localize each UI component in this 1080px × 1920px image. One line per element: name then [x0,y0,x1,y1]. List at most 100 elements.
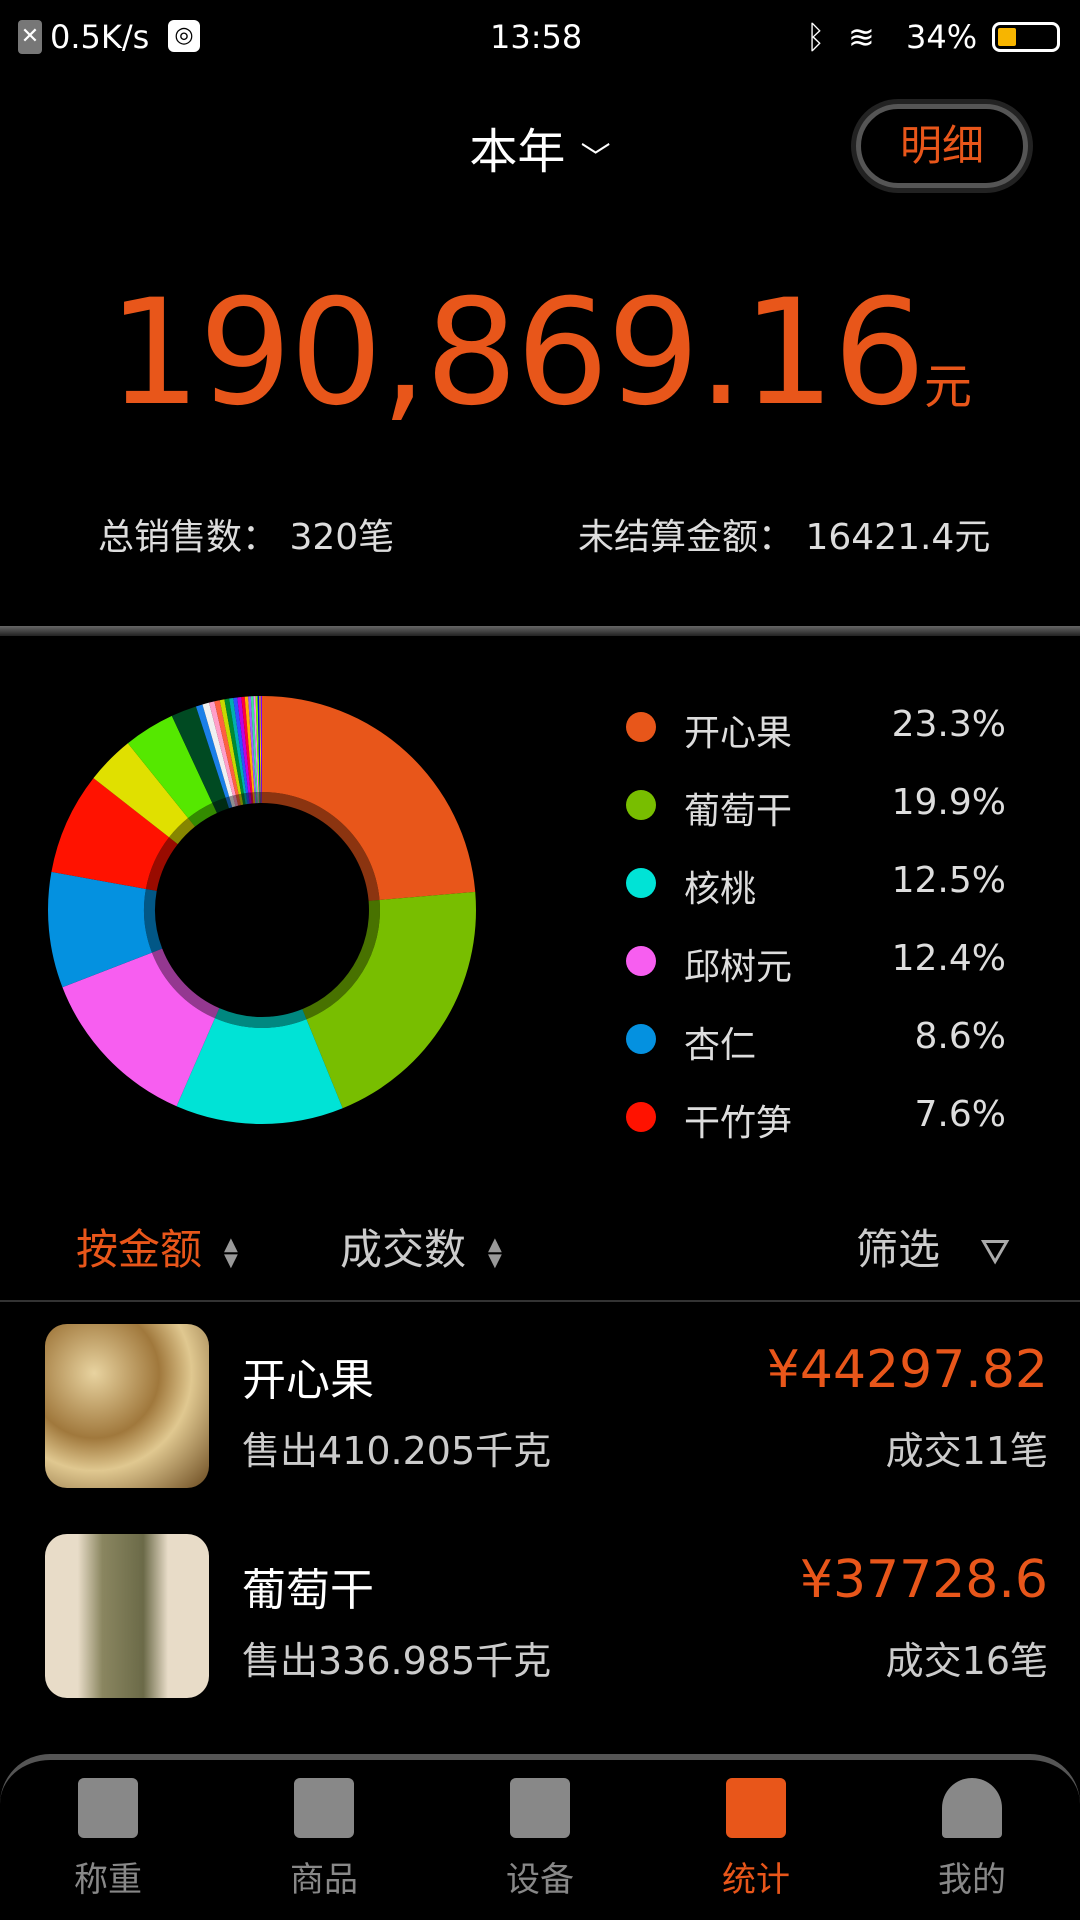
detail-button[interactable]: 明细 [856,104,1028,188]
pie-slice[interactable] [262,696,476,901]
pie-slice[interactable] [62,952,215,1107]
legend-name: 葡萄干 [684,791,793,832]
pie-slice[interactable] [47,871,152,988]
tab-devices[interactable]: 设备 [432,1778,648,1901]
sort-arrows-icon: ▲ ▼ [224,1233,238,1271]
unsettled-amount: 未结算金额： 16421.4元 [578,517,991,558]
item-price: ¥44297.82 [766,1340,1048,1400]
pie-slice-inner-ring [246,792,250,804]
item-name: 葡萄干 [242,1565,374,1616]
pie-slice[interactable] [229,697,247,794]
battery-icon [992,22,1060,52]
pie-slice-inner-ring [151,948,220,1019]
pie-slice[interactable] [237,697,251,793]
period-selector[interactable]: 本年 ﹀ [0,112,1080,182]
pie-slice[interactable] [257,696,261,793]
pie-slice-inner-ring [250,792,254,804]
legend-item: 邱树元 12.4% [626,930,1006,990]
legend-dot [626,712,656,742]
legend-item: 开心果 23.3% [626,696,1006,756]
tab-weigh[interactable]: 称重 [0,1778,216,1901]
sort-by-count[interactable]: 成交数 ▲ ▼ [340,1225,502,1274]
legend-dot [626,1024,656,1054]
pie-slice-inner-ring [243,793,248,805]
legend-name: 邱树元 [684,947,793,988]
bar-chart-icon [726,1778,786,1838]
pie-slice-inner-ring [302,900,380,1020]
shopping-bag-icon [294,1778,354,1838]
list-divider [0,1300,1080,1302]
item-sold: 售出410.205千克 [242,1429,552,1473]
legend-percent: 12.4% [891,938,1006,979]
pie-slice-inner-ring [261,792,262,804]
pie-slice[interactable] [253,696,259,793]
pie-slice[interactable] [255,696,260,793]
pie-slice-inner-ring [144,888,163,953]
pie-slice-inner-ring [212,797,229,813]
item-price: ¥37728.6 [799,1550,1048,1610]
bluetooth-icon: ᛒ [806,18,826,56]
legend-item: 杏仁 8.6% [626,1008,1006,1068]
tab-statistics[interactable]: 统计 [648,1778,864,1901]
pie-slice-inner-ring [255,792,258,804]
pie-slice[interactable] [248,696,256,793]
app-notification-icon: ◎ [168,20,200,52]
pie-slice-inner-ring [252,792,256,804]
pie-slice[interactable] [241,696,253,793]
pie-slice[interactable] [260,696,262,793]
legend-name: 干竹笋 [684,1103,793,1144]
status-bar: ✕ 0.5K/s ◎ 13:58 ᛒ ≋ 34% [0,0,1080,76]
legend-percent: 7.6% [914,1094,1006,1135]
pie-slice-inner-ring [254,792,257,804]
pie-slice[interactable] [93,743,189,838]
pie-slice[interactable] [259,696,262,793]
charger-icon [510,1778,570,1838]
filter-button[interactable]: 筛选 ⛛ [856,1225,1011,1274]
pie-slice[interactable] [224,698,244,794]
legend-dot [626,946,656,976]
list-item[interactable]: 葡萄干 售出336.985千克 ¥37728.6 成交16笔 [0,1534,1080,1704]
period-label: 本年 [469,124,566,180]
pie-slice[interactable] [209,701,236,796]
pie-slice-inner-ring [169,818,195,845]
pie-slice[interactable] [195,704,230,798]
legend-percent: 8.6% [914,1016,1006,1057]
pie-slice-inner-ring [232,794,239,807]
pie-slice[interactable] [219,699,242,795]
legend-dot [626,790,656,820]
legend-percent: 23.3% [891,704,1006,745]
pie-slice-inner-ring [259,792,261,804]
pie-slice-inner-ring [262,792,380,901]
close-notification-icon: ✕ [18,20,42,54]
legend-item: 干竹笋 7.6% [626,1086,1006,1146]
bottom-tab-bar: 称重 商品 设备 统计 我的 [0,1754,1080,1920]
sort-by-amount[interactable]: 按金额 ▲ ▼ [76,1225,238,1274]
pie-slice-inner-ring [260,792,262,804]
list-item[interactable]: 开心果 售出410.205千克 ¥44297.82 成交11笔 [0,1324,1080,1494]
tab-profile[interactable]: 我的 [864,1778,1080,1901]
filter-icon: ⛛ [980,1232,1011,1273]
legend-item: 核桃 12.5% [626,852,1006,912]
item-sold: 售出336.985千克 [242,1639,552,1683]
legend-name: 杏仁 [684,1025,757,1066]
pie-slice[interactable] [51,778,170,889]
pie-slice-inner-ring [214,1008,307,1028]
pie-slice[interactable] [214,700,239,795]
pie-slice[interactable] [233,697,249,794]
pie-slice-inner-ring [238,793,244,806]
legend-dot [626,1102,656,1132]
pie-slice-inner-ring [248,792,252,804]
donut-chart [47,696,476,1124]
pie-slice[interactable] [171,706,226,803]
item-name: 开心果 [242,1355,374,1406]
clock: 13:58 [490,18,583,56]
pie-slice[interactable] [127,715,213,819]
pie-slice[interactable] [306,891,476,1109]
tab-products[interactable]: 商品 [216,1778,432,1901]
pie-slice[interactable] [250,696,258,793]
pie-slice[interactable] [176,1018,343,1124]
pie-slice[interactable] [202,702,233,797]
pie-slice[interactable] [244,696,255,793]
pie-slice-inner-ring [257,792,259,804]
item-count: 成交16笔 [885,1639,1048,1683]
